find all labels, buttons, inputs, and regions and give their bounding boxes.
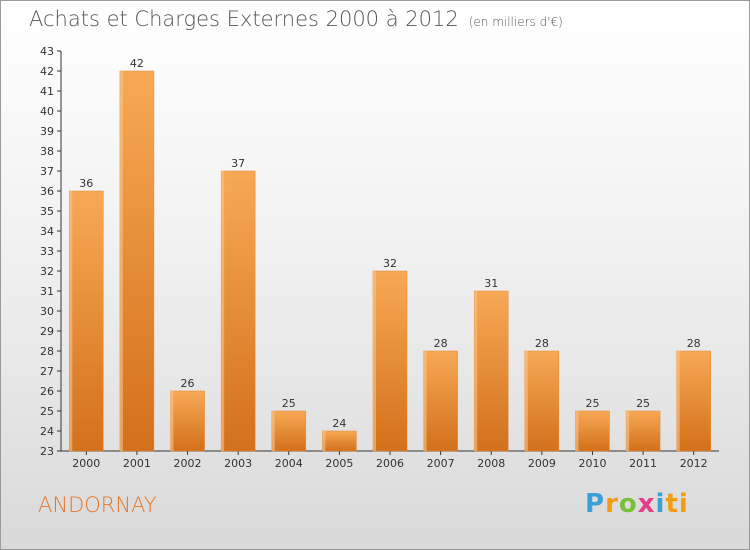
y-tick-label: 31 <box>40 285 54 298</box>
bar-2012 <box>676 350 711 452</box>
x-tick-label-2003: 2003 <box>224 457 252 470</box>
value-label-2001: 42 <box>130 57 144 70</box>
bar-highlight <box>373 271 376 451</box>
bar-highlight <box>474 291 478 451</box>
bar-2003 <box>220 170 256 452</box>
x-tick-label-2000: 2000 <box>72 457 100 470</box>
x-tick-label-2010: 2010 <box>578 457 606 470</box>
y-tick-label: 41 <box>40 85 54 98</box>
x-tick-label-2002: 2002 <box>174 457 202 470</box>
place-name: ANDORNAY <box>38 493 157 517</box>
value-label-2004: 25 <box>282 397 296 410</box>
bar-2001 <box>119 70 155 452</box>
value-label-2002: 26 <box>181 377 195 390</box>
bar-2006 <box>372 270 408 452</box>
y-tick-label: 29 <box>40 325 54 338</box>
y-tick-label: 27 <box>40 365 54 378</box>
logo-letter-6: ti <box>665 489 689 519</box>
y-tick-label: 36 <box>40 185 54 198</box>
y-tick-label: 37 <box>40 165 54 178</box>
y-tick-label: 35 <box>40 205 54 218</box>
value-label-2011: 25 <box>636 397 650 410</box>
bar-2000 <box>69 190 104 452</box>
y-tick-label: 24 <box>40 425 54 438</box>
bar-2007 <box>423 350 458 452</box>
x-tick-label-2004: 2004 <box>275 457 303 470</box>
y-tick-label: 23 <box>40 445 54 458</box>
x-tick-label-2008: 2008 <box>477 457 505 470</box>
bar-highlight <box>271 411 275 451</box>
x-tick-label-2006: 2006 <box>376 457 404 470</box>
y-tick-label: 40 <box>40 105 54 118</box>
x-tick-label-2009: 2009 <box>528 457 556 470</box>
y-tick-label: 28 <box>40 345 54 358</box>
y-tick-label: 32 <box>40 265 54 278</box>
bar-highlight <box>575 411 579 451</box>
bar-highlight <box>119 71 123 451</box>
bar-highlight <box>626 411 630 451</box>
y-tick-label: 25 <box>40 405 54 418</box>
chart-title: Achats et Charges Externes 2000 à 2012 (e… <box>29 7 563 31</box>
x-tick-label-2011: 2011 <box>629 457 657 470</box>
x-tick-label-2012: 2012 <box>680 457 708 470</box>
bar-highlight <box>221 171 225 451</box>
y-tick-label: 38 <box>40 145 54 158</box>
bar-2011 <box>625 410 661 452</box>
bar-highlight <box>170 391 174 451</box>
chart-axes: 23 24 25 26 27 28 29 30 31 32 33 34 35 36 37 38 39 40 41 42… <box>40 45 719 470</box>
chart-title-text: Achats et Charges Externes 2000 à 2012 <box>29 7 459 31</box>
bar-2004 <box>271 410 307 452</box>
bar-highlight <box>423 351 427 451</box>
chart-subtitle: (en milliers d'€) <box>468 15 563 29</box>
proxiti-logo: Proxiti <box>585 489 689 519</box>
value-label-2003: 37 <box>231 157 245 170</box>
value-label-2010: 25 <box>585 397 599 410</box>
y-tick-label: 26 <box>40 385 54 398</box>
y-tick-label: 42 <box>40 65 54 78</box>
logo-letter-4: x <box>637 489 656 519</box>
bar-highlight <box>322 431 326 451</box>
bar-2008 <box>473 290 509 452</box>
value-label-2006: 32 <box>383 257 397 270</box>
bar-highlight <box>676 351 680 451</box>
logo-letter-3: o <box>618 489 638 519</box>
value-label-2008: 31 <box>484 277 498 290</box>
logo-letter-5: i <box>655 489 666 519</box>
bar-highlight <box>524 351 528 451</box>
bar-2010 <box>575 410 610 452</box>
logo-letter-1: P <box>585 489 606 519</box>
chart-bars: 36 42 26 37 25 24 32 28 31 28 25 25 28 <box>69 57 711 452</box>
bar-2005 <box>322 430 357 452</box>
bar-2009 <box>524 350 560 452</box>
x-tick-label-2005: 2005 <box>325 457 353 470</box>
value-label-2007: 28 <box>434 337 448 350</box>
value-label-2009: 28 <box>535 337 549 350</box>
logo-letter-2: r <box>605 489 619 519</box>
y-tick-label: 43 <box>40 45 54 58</box>
x-tick-label-2007: 2007 <box>427 457 455 470</box>
value-label-2005: 24 <box>332 417 346 430</box>
bar-highlight <box>69 191 73 451</box>
y-tick-label: 34 <box>40 225 54 238</box>
y-tick-label: 30 <box>40 305 54 318</box>
value-label-2012: 28 <box>687 337 701 350</box>
x-tick-label-2001: 2001 <box>123 457 151 470</box>
value-label-2000: 36 <box>79 177 93 190</box>
y-tick-label: 39 <box>40 125 54 138</box>
y-tick-label: 33 <box>40 245 54 258</box>
bar-2002 <box>170 390 205 452</box>
